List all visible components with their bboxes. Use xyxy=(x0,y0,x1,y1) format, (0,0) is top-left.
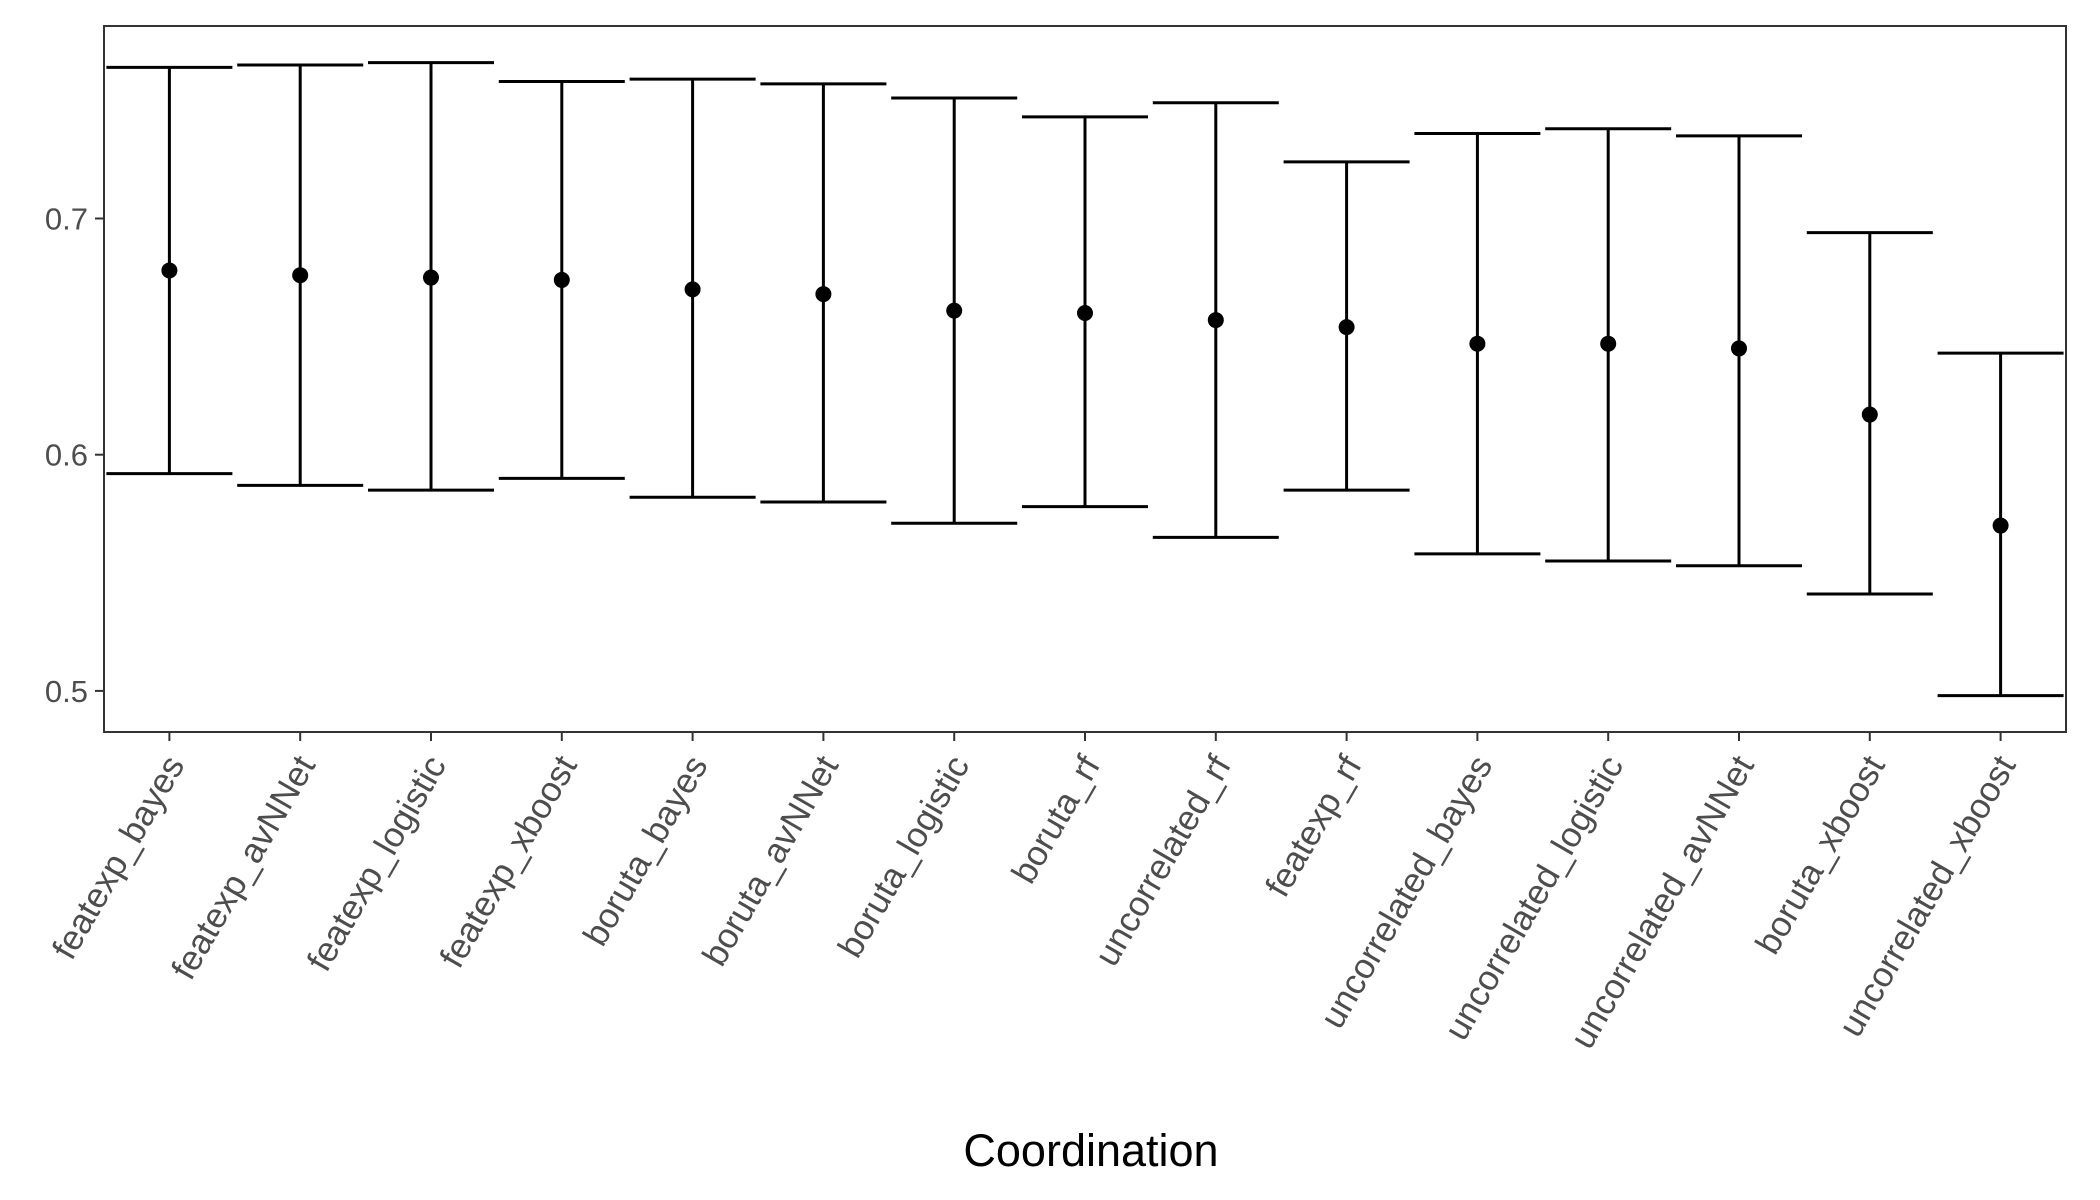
data-point xyxy=(1469,335,1486,352)
error-bars xyxy=(106,61,2064,698)
y-axis: 0.5 0.6 0.7 xyxy=(45,202,104,709)
data-point xyxy=(1992,517,2009,534)
data-point xyxy=(1861,406,1878,423)
data-point xyxy=(423,269,439,286)
y-tick-label: 0.5 xyxy=(45,674,88,709)
data-point xyxy=(684,281,701,298)
data-point xyxy=(292,267,309,284)
data-point xyxy=(1731,340,1747,357)
data-point xyxy=(1207,312,1224,329)
data-point xyxy=(553,271,570,288)
data-point xyxy=(161,262,178,279)
y-tick-label: 0.7 xyxy=(45,202,88,237)
data-point xyxy=(1600,335,1617,352)
data-point xyxy=(1077,304,1093,321)
data-point xyxy=(946,302,963,319)
y-tick-label: 0.6 xyxy=(45,438,88,473)
data-point xyxy=(815,286,832,303)
data-point xyxy=(1338,319,1355,336)
x-axis-title: Coordination xyxy=(963,1125,1218,1176)
